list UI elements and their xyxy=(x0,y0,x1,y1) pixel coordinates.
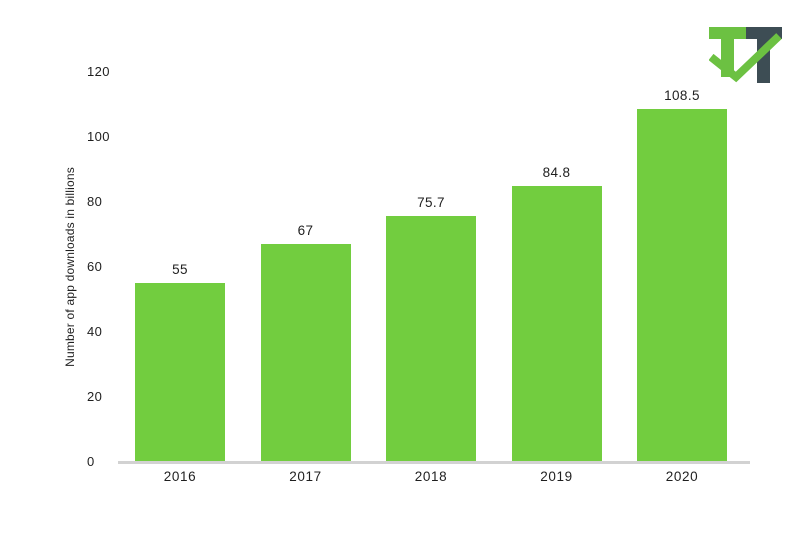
logo-checkmark-icon xyxy=(709,33,782,83)
y-axis-title: Number of app downloads in billions xyxy=(63,167,77,367)
x-tick-label: 2017 xyxy=(289,469,322,484)
x-tick-label: 2020 xyxy=(665,469,699,484)
x-tick-label: 2016 xyxy=(163,469,197,484)
bar-value-label: 108.5 xyxy=(664,88,700,104)
y-tick-label: 0 xyxy=(87,454,95,469)
bar-value-label: 75.7 xyxy=(417,194,445,210)
bar-2017 xyxy=(260,244,351,462)
y-tick-label: 20 xyxy=(87,389,103,404)
bar-value-label: 84.8 xyxy=(542,165,571,181)
brand-logo xyxy=(709,27,782,83)
y-tick-label: 60 xyxy=(87,259,103,274)
x-axis-line xyxy=(118,461,750,464)
y-tick-label: 120 xyxy=(87,64,110,79)
bar-2018 xyxy=(386,215,476,462)
x-tick-label: 2019 xyxy=(540,469,573,484)
x-tick-label: 2018 xyxy=(414,469,448,484)
bar-value-label: 67 xyxy=(297,223,314,239)
y-tick-label: 40 xyxy=(87,324,103,339)
y-tick-label: 100 xyxy=(87,129,110,144)
y-tick-label: 80 xyxy=(87,194,103,209)
bar-2016 xyxy=(135,283,225,462)
bar-2019 xyxy=(511,186,602,462)
bar-value-label: 55 xyxy=(172,262,188,278)
bar-2020 xyxy=(637,109,727,462)
